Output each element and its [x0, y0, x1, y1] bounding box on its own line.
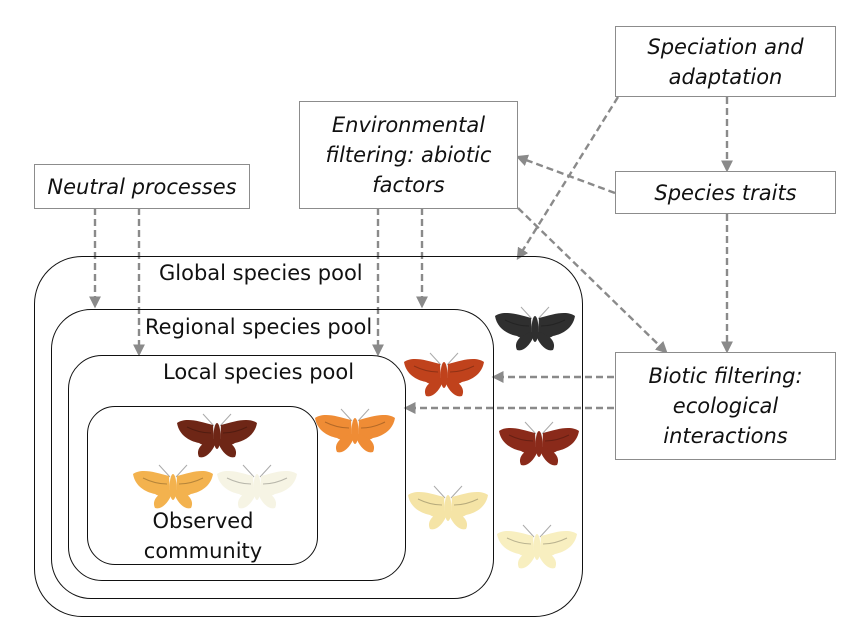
neutral-processes-label: Neutral processes [47, 174, 237, 199]
arrow-speciation-to-global [516, 96, 620, 261]
biotic-label-line-1: Biotic filtering: [648, 364, 803, 388]
global-species-pool [34, 256, 583, 617]
local-pool-label: Local species pool [163, 360, 355, 384]
observed-label-line-2: community [143, 539, 263, 563]
biotic-label-line-2: ecological [672, 394, 779, 418]
regional-species-pool [51, 309, 494, 599]
environmental-label-line-3: factors [372, 173, 445, 197]
species-traits-box: Species traits [615, 171, 836, 214]
neutral-processes-box: Neutral processes [34, 164, 250, 209]
speciation-adaptation-box: Speciation and adaptation [615, 26, 836, 97]
regional-pool-label: Regional species pool [145, 315, 373, 339]
environmental-label-line-1: Environmental [331, 113, 486, 137]
speciation-label-line-1: Speciation and [647, 34, 804, 59]
arrow-environmental-to-biotic [517, 207, 668, 354]
global-pool-label: Global species pool [159, 261, 363, 285]
observed-community [87, 406, 318, 565]
environmental-filtering-box: Environmental filtering: abiotic factors [299, 101, 518, 209]
speciation-label-line-2: adaptation [668, 64, 783, 89]
observed-community-label: Observed community [88, 506, 318, 566]
arrow-traits-to-environmental [515, 154, 616, 195]
species-traits-label: Species traits [654, 180, 797, 205]
biotic-label-line-3: interactions [663, 424, 788, 448]
local-species-pool [68, 355, 406, 581]
observed-label-line-1: Observed [152, 509, 254, 533]
biotic-filtering-box: Biotic filtering: ecological interaction… [615, 352, 836, 460]
environmental-label-line-2: filtering: abiotic [325, 143, 492, 167]
